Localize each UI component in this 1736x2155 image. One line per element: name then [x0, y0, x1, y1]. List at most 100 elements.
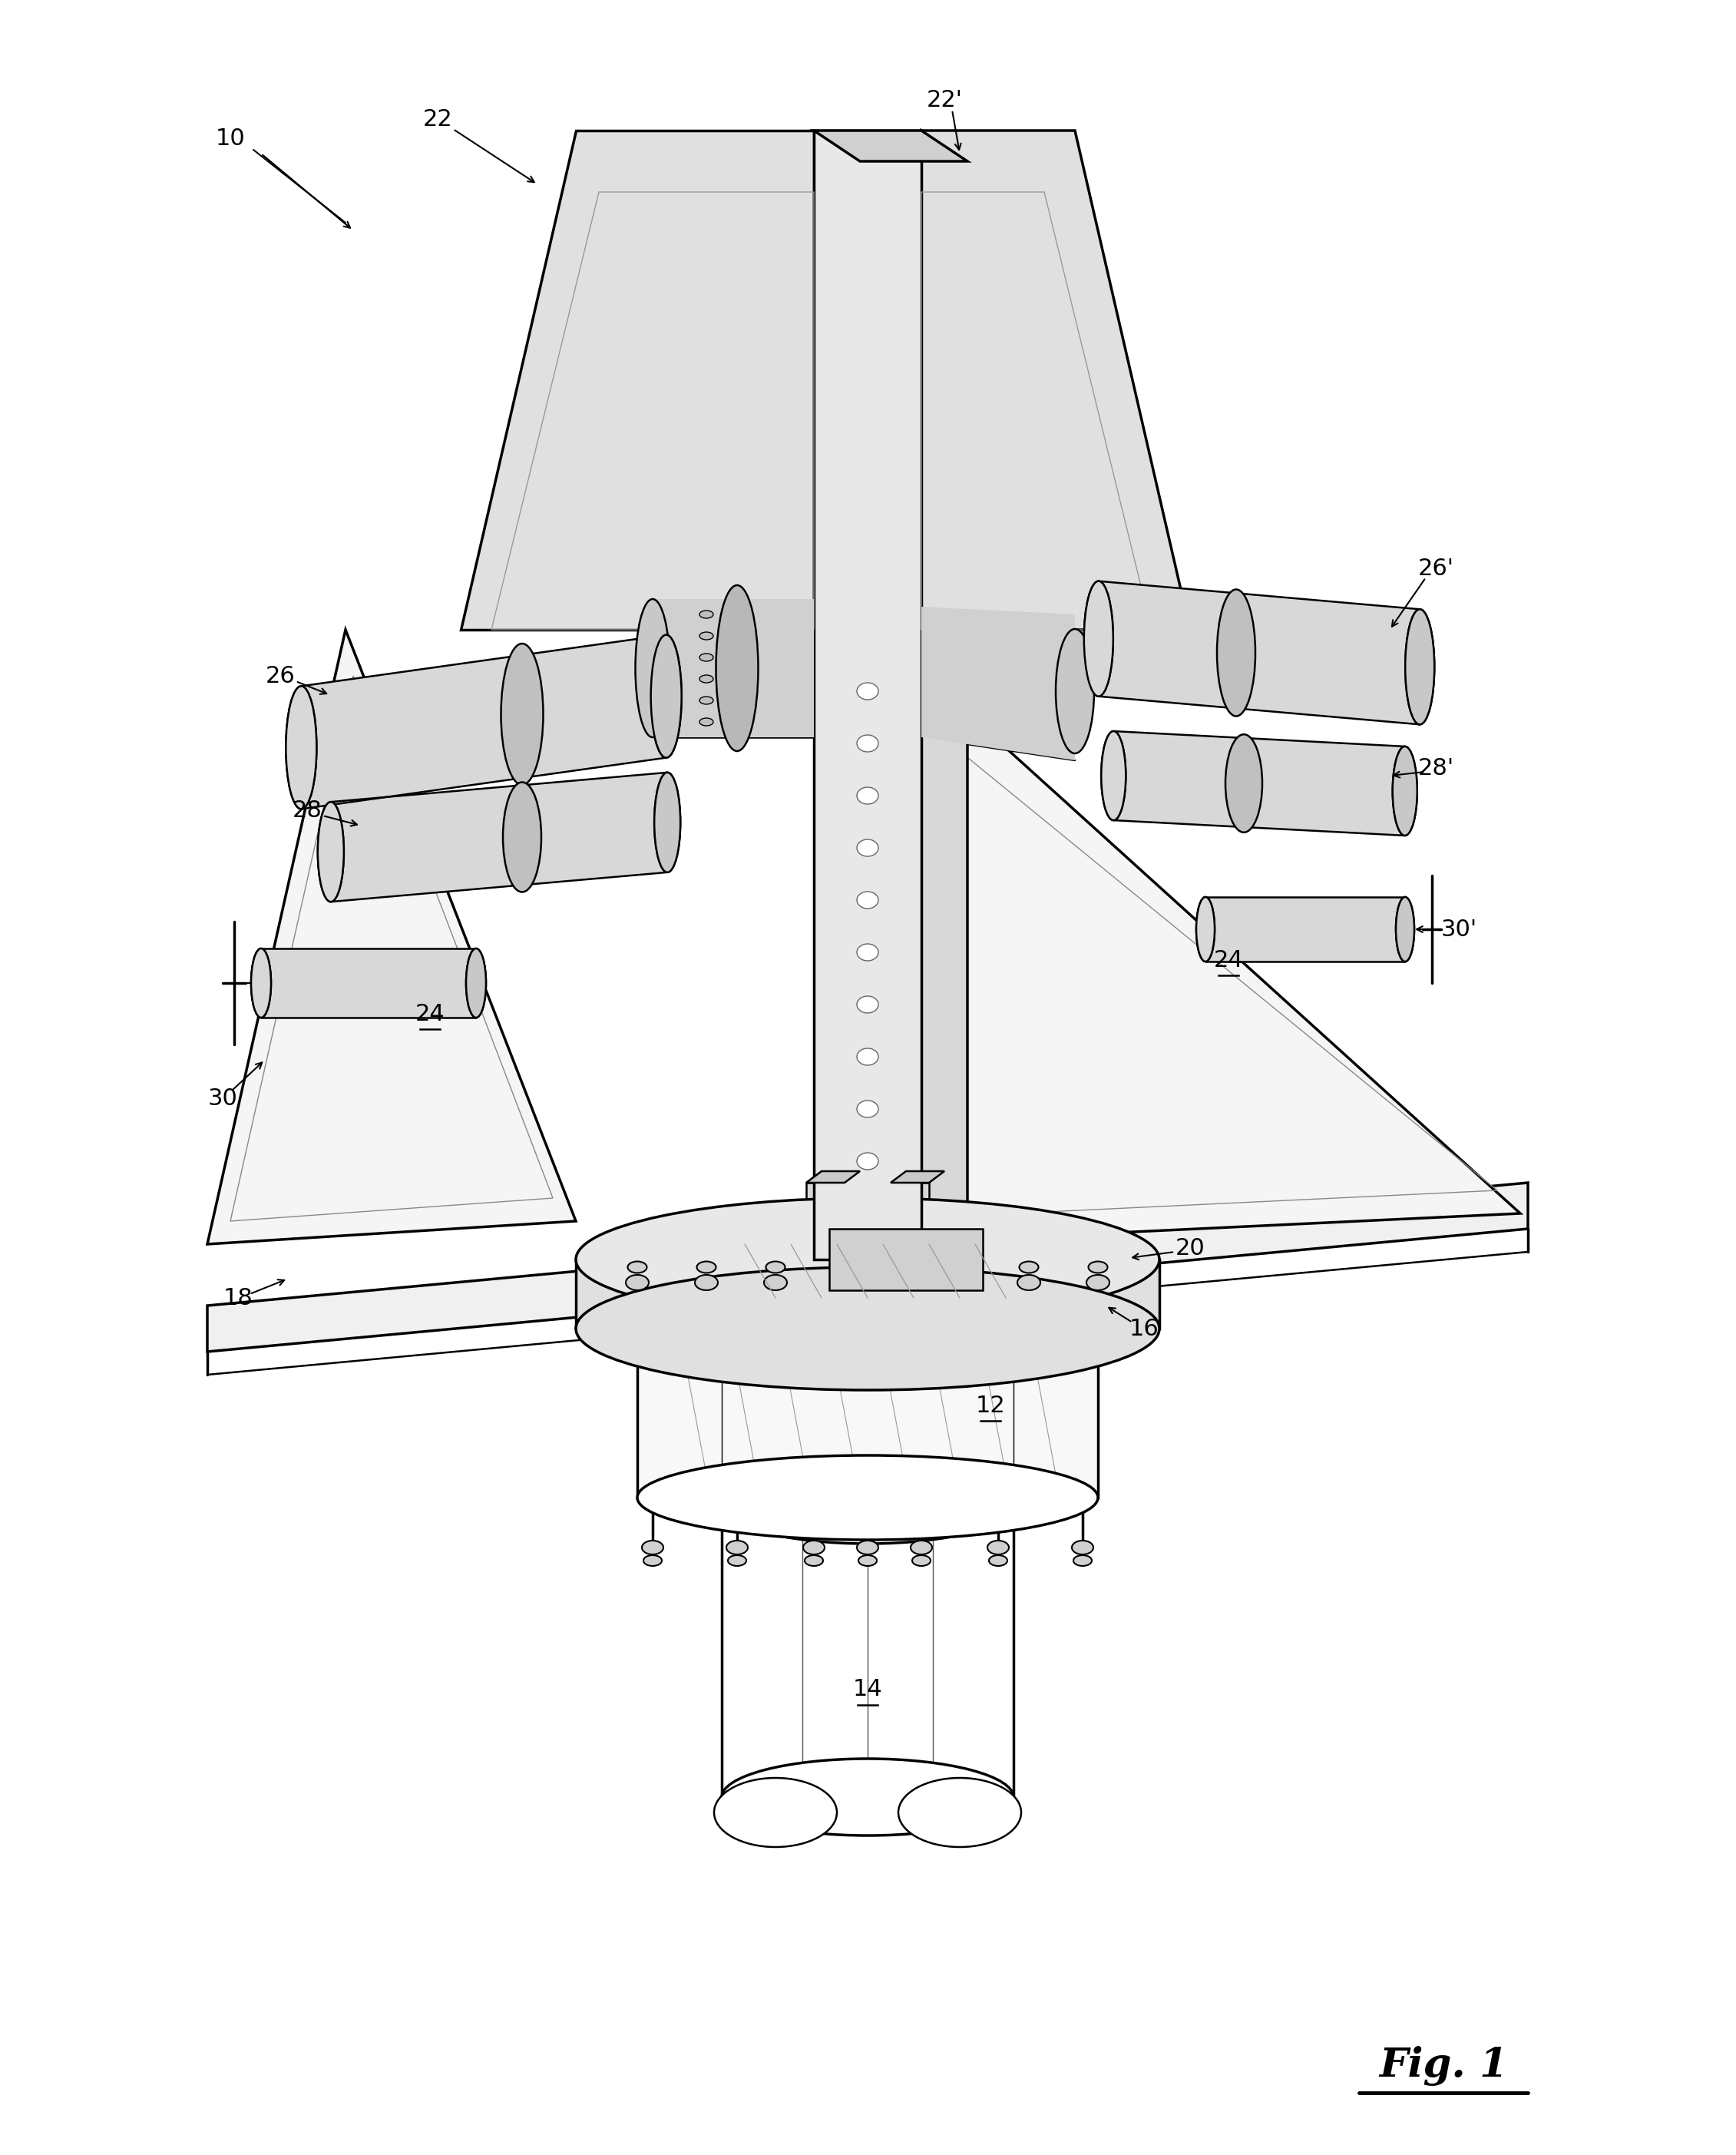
Ellipse shape	[856, 1276, 878, 1291]
Polygon shape	[637, 1330, 1097, 1498]
Ellipse shape	[503, 782, 542, 892]
Text: 30': 30'	[1441, 918, 1477, 940]
Text: 14: 14	[852, 1679, 882, 1700]
Ellipse shape	[1088, 1261, 1108, 1274]
Ellipse shape	[1404, 610, 1434, 724]
Ellipse shape	[858, 1556, 877, 1567]
Ellipse shape	[858, 683, 878, 700]
Ellipse shape	[637, 1287, 1097, 1371]
Ellipse shape	[722, 1758, 1014, 1836]
Ellipse shape	[766, 1261, 785, 1274]
Ellipse shape	[318, 802, 344, 901]
Text: 28': 28'	[1418, 756, 1453, 780]
Polygon shape	[332, 771, 667, 901]
Ellipse shape	[1101, 731, 1127, 821]
Ellipse shape	[858, 840, 878, 856]
Polygon shape	[922, 131, 967, 1291]
Polygon shape	[806, 1170, 859, 1183]
Ellipse shape	[1083, 582, 1113, 696]
Ellipse shape	[628, 1261, 648, 1274]
Ellipse shape	[651, 636, 682, 759]
Text: 18: 18	[224, 1287, 253, 1308]
Ellipse shape	[465, 948, 486, 1017]
Text: 24: 24	[415, 1002, 444, 1026]
Text: 22': 22'	[927, 88, 962, 110]
Ellipse shape	[700, 631, 713, 640]
Text: Fig. 1: Fig. 1	[1378, 2045, 1509, 2086]
Ellipse shape	[252, 948, 271, 1017]
Polygon shape	[1205, 896, 1404, 961]
Ellipse shape	[858, 787, 878, 804]
Ellipse shape	[727, 1556, 746, 1567]
Ellipse shape	[1071, 1541, 1094, 1554]
Polygon shape	[891, 1183, 929, 1330]
Ellipse shape	[1196, 896, 1215, 961]
Polygon shape	[207, 1183, 1528, 1351]
Polygon shape	[207, 629, 576, 1243]
Text: 22: 22	[424, 108, 453, 129]
Ellipse shape	[713, 1778, 837, 1847]
Ellipse shape	[654, 771, 681, 873]
Ellipse shape	[988, 1541, 1009, 1554]
Ellipse shape	[1019, 1261, 1038, 1274]
Ellipse shape	[1055, 629, 1094, 754]
Ellipse shape	[858, 1047, 878, 1065]
Ellipse shape	[1226, 735, 1262, 832]
Polygon shape	[922, 131, 1191, 629]
Ellipse shape	[1196, 896, 1215, 961]
Text: 10: 10	[215, 127, 245, 149]
Ellipse shape	[858, 1261, 877, 1274]
Text: 26: 26	[266, 664, 295, 687]
Ellipse shape	[465, 948, 486, 1017]
Ellipse shape	[858, 735, 878, 752]
Ellipse shape	[858, 1541, 878, 1554]
Ellipse shape	[637, 1455, 1097, 1541]
Ellipse shape	[804, 1541, 825, 1554]
Ellipse shape	[700, 718, 713, 726]
Ellipse shape	[1087, 1276, 1109, 1291]
Ellipse shape	[1073, 1556, 1092, 1567]
Ellipse shape	[700, 653, 713, 662]
Polygon shape	[460, 131, 814, 629]
Ellipse shape	[1396, 896, 1415, 961]
Ellipse shape	[948, 1276, 970, 1291]
Ellipse shape	[1404, 610, 1434, 724]
Ellipse shape	[858, 892, 878, 909]
Polygon shape	[1113, 731, 1404, 836]
Ellipse shape	[950, 1261, 969, 1274]
Ellipse shape	[858, 944, 878, 961]
Ellipse shape	[286, 685, 316, 808]
Ellipse shape	[1017, 1276, 1040, 1291]
Polygon shape	[814, 131, 922, 1259]
Ellipse shape	[576, 1267, 1160, 1390]
Ellipse shape	[635, 599, 670, 737]
Ellipse shape	[990, 1556, 1007, 1567]
Ellipse shape	[764, 1276, 786, 1291]
Ellipse shape	[318, 802, 344, 901]
Ellipse shape	[858, 1101, 878, 1118]
Polygon shape	[1099, 582, 1420, 724]
Ellipse shape	[806, 1556, 823, 1567]
Text: 12: 12	[976, 1394, 1005, 1416]
Ellipse shape	[252, 948, 271, 1017]
Polygon shape	[302, 636, 667, 808]
Ellipse shape	[1396, 896, 1415, 961]
Ellipse shape	[700, 696, 713, 705]
Polygon shape	[830, 1228, 983, 1291]
Ellipse shape	[700, 610, 713, 618]
Text: 16: 16	[1128, 1317, 1160, 1340]
Polygon shape	[653, 599, 814, 737]
Ellipse shape	[286, 685, 316, 808]
Ellipse shape	[1083, 582, 1113, 696]
Ellipse shape	[898, 1778, 1021, 1847]
Ellipse shape	[722, 1468, 1014, 1543]
Ellipse shape	[642, 1541, 663, 1554]
Ellipse shape	[858, 996, 878, 1013]
Polygon shape	[260, 948, 476, 1017]
Ellipse shape	[1217, 590, 1255, 715]
Ellipse shape	[1101, 731, 1127, 821]
Polygon shape	[875, 629, 1521, 1243]
Ellipse shape	[694, 1276, 719, 1291]
Ellipse shape	[911, 1541, 932, 1554]
Ellipse shape	[625, 1276, 649, 1291]
